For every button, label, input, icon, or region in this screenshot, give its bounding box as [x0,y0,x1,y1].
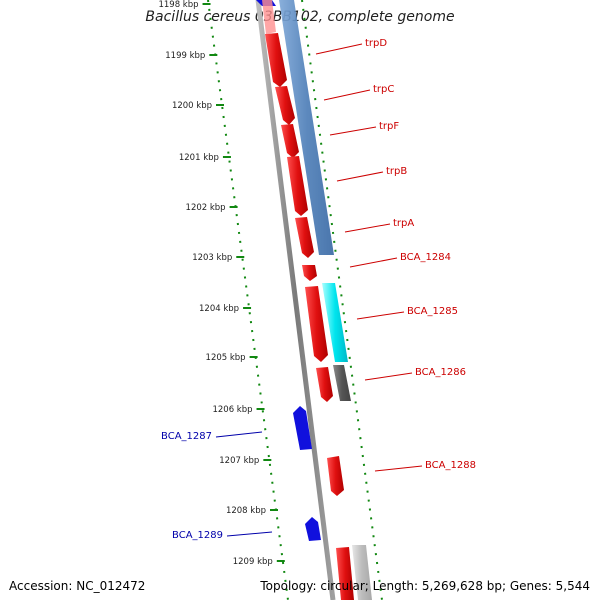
ruler-label: 1198 kbp [158,0,198,10]
ruler-label: 1207 kbp [219,456,259,466]
gene-arrow-BCA_1288 [327,456,344,496]
gene-leader-line [356,311,405,320]
gene-leader-line [315,43,363,55]
gene-leader-line [215,431,263,438]
gene-leader-line [329,126,377,136]
ruler-label: 1205 kbp [206,353,246,363]
gene-arrow-BCA_1286 [316,367,333,402]
ruler-label: 1208 kbp [226,506,266,516]
ruler-label: 1199 kbp [165,51,205,61]
outer-dotted-line [301,0,383,600]
gene-leader-line [374,465,423,472]
gene-leader-line [344,223,391,233]
ruler-label: 1204 kbp [199,304,239,314]
gene-arrow-trpD [265,33,287,87]
gene-arrow-trpC [275,86,295,125]
operon-bar-trp [279,0,334,255]
partial-red-feature [262,0,276,34]
gene-arrow-bottom [336,547,354,600]
gene-label-trpF[interactable]: trpF [379,121,399,132]
ruler: 1198 kbp 1199 kbp 1200 kbp 1201 kbp 1202 kbp… [158,0,285,567]
genome-backbone [255,0,336,600]
gene-arrow-BCA_1284 [302,265,317,281]
gene-label-BCA_1286[interactable]: BCA_1286 [415,367,466,378]
genome-title: Bacillus cereus 03BB102, complete genome [145,9,455,25]
gene-label-BCA_1287[interactable]: BCA_1287 [161,431,212,442]
gene-label-trpB[interactable]: trpB [386,166,407,177]
gene-leader-line [364,372,413,381]
gene-leader-line [349,257,398,268]
gene-leader-line [226,531,273,537]
gene-arrow-trpA [295,217,314,258]
ruler-label: 1201 kbp [179,153,219,163]
gene-arrow-BCA_1289 [305,517,321,541]
ruler-label: 1203 kbp [192,253,232,263]
ruler-label: 1206 kbp [212,405,252,415]
gene-label-trpA[interactable]: trpA [393,218,414,229]
gene-label-BCA_1288[interactable]: BCA_1288 [425,460,476,471]
feature-bar-light [352,545,372,600]
feature-bar-cyan [322,283,348,362]
ruler-label: 1200 kbp [172,101,212,111]
gene-label-trpD[interactable]: trpD [365,38,387,49]
gene-label-BCA_1285[interactable]: BCA_1285 [407,306,458,317]
gene-label-BCA_1289[interactable]: BCA_1289 [172,530,223,541]
feature-bar-gray [333,365,351,401]
genome-summary-text: Topology: circular; Length: 5,269,628 bp… [260,579,590,593]
ruler-label: 1202 kbp [186,203,226,213]
gene-arrow-trpF [281,124,299,158]
gene-label-BCA_1284[interactable]: BCA_1284 [400,252,451,263]
gene-leader-line [336,171,384,182]
ruler-dotted-line [207,0,289,600]
gene-arrow-trpB [287,156,308,216]
gene-label-trpC[interactable]: trpC [373,84,394,95]
accession-text: Accession: NC_012472 [9,579,146,593]
gene-leader-line [323,89,371,101]
gene-arrow-BCA_1285 [305,286,328,362]
gene-labels: trpD trpC trpF trpB trpA BCA_1284 BCA_1285 BCA_… [161,38,476,541]
ruler-label: 1209 kbp [233,557,273,567]
gene-arrow-BCA_1287 [293,406,312,450]
